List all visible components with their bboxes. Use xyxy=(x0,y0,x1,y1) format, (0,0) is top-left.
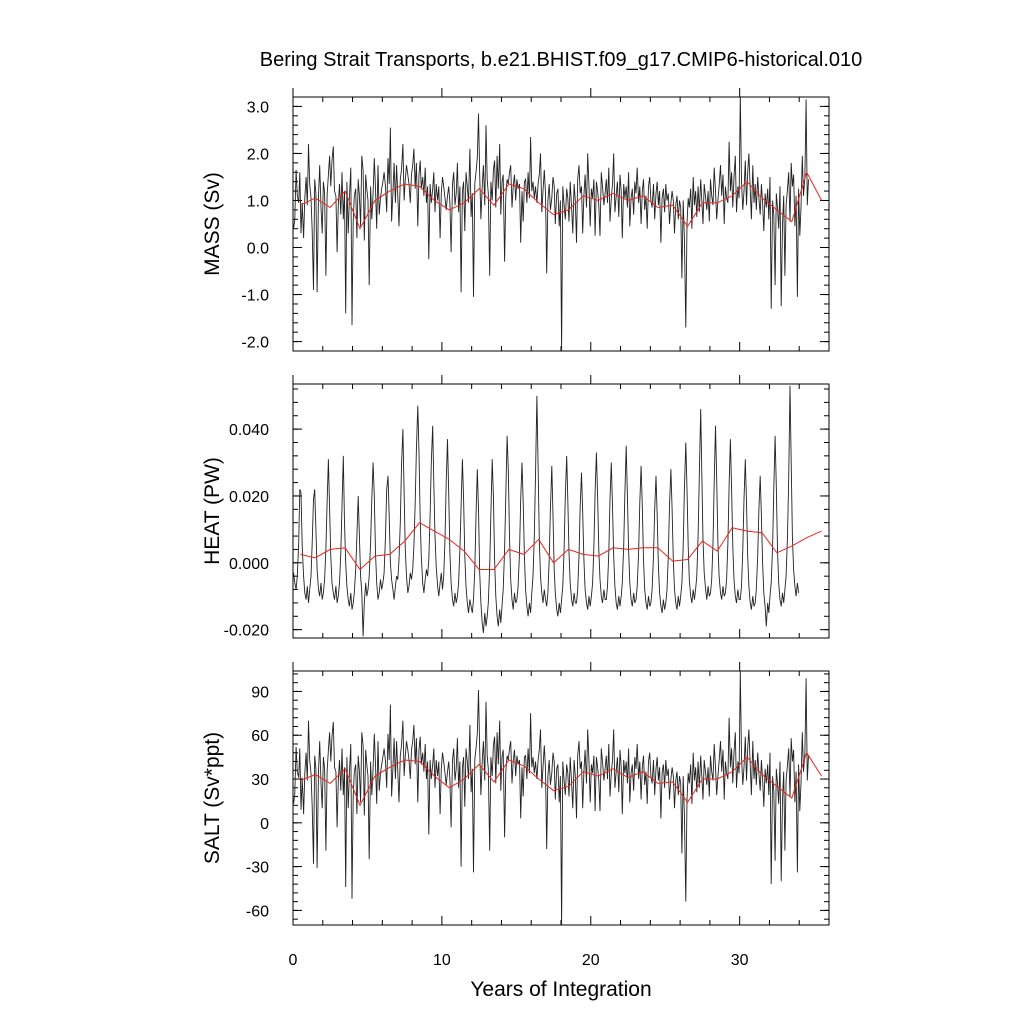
y-tick-label: -0.020 xyxy=(224,623,269,640)
y-tick-label: -60 xyxy=(246,903,269,920)
panel-1: -0.020 0.000 0.020 0.040 HEAT (PW) xyxy=(201,375,830,640)
y-tick-label: 30 xyxy=(251,772,269,789)
y-tick-label: 3.0 xyxy=(247,99,269,116)
y-tick-label: -30 xyxy=(246,860,269,877)
annual-mean-series-line xyxy=(300,170,823,230)
y-tick-label: -2.0 xyxy=(241,335,269,352)
x-tick-label: 0 xyxy=(289,952,298,969)
y-tick-label: 2.0 xyxy=(247,146,269,163)
y-tick-label: 0 xyxy=(260,816,269,833)
y-tick-label: 60 xyxy=(251,728,269,745)
y-axis-title: SALT (Sv*ppt) xyxy=(201,732,224,864)
x-tick-label: 20 xyxy=(582,952,600,969)
annual-mean-series-line xyxy=(300,751,823,807)
y-tick-label: 0.020 xyxy=(229,489,269,506)
y-axis-title: MASS (Sv) xyxy=(201,172,224,276)
monthly-series-line xyxy=(293,385,800,637)
panel-frame xyxy=(292,383,830,639)
annual-mean-series-line xyxy=(300,522,822,571)
y-axis-title: HEAT (PW) xyxy=(201,457,224,565)
x-tick-label: 10 xyxy=(433,952,451,969)
panel-2: -60 -30 0 30 60 90 SALT (Sv*ppt) xyxy=(201,662,830,926)
x-tick-label: 30 xyxy=(731,952,749,969)
x-axis-title: Years of Integration xyxy=(470,978,651,1001)
y-tick-label: 0.040 xyxy=(229,422,269,439)
monthly-series-line xyxy=(293,671,809,925)
chart-panels: -2.0 -1.0 0.0 1.0 2.0 3.0 MASS (Sv) -0.020 0.000… xyxy=(201,88,830,969)
y-tick-label: 1.0 xyxy=(247,193,269,210)
y-tick-label: 0.0 xyxy=(247,241,269,258)
chart-title: Bering Strait Transports, b.e21.BHIST.f0… xyxy=(260,49,863,71)
y-tick-label: -1.0 xyxy=(241,288,269,305)
y-tick-label: 0.000 xyxy=(229,556,269,573)
monthly-series-line xyxy=(293,97,809,351)
panel-0: -2.0 -1.0 0.0 1.0 2.0 3.0 MASS (Sv) xyxy=(201,88,830,352)
y-tick-label: 90 xyxy=(251,684,269,701)
